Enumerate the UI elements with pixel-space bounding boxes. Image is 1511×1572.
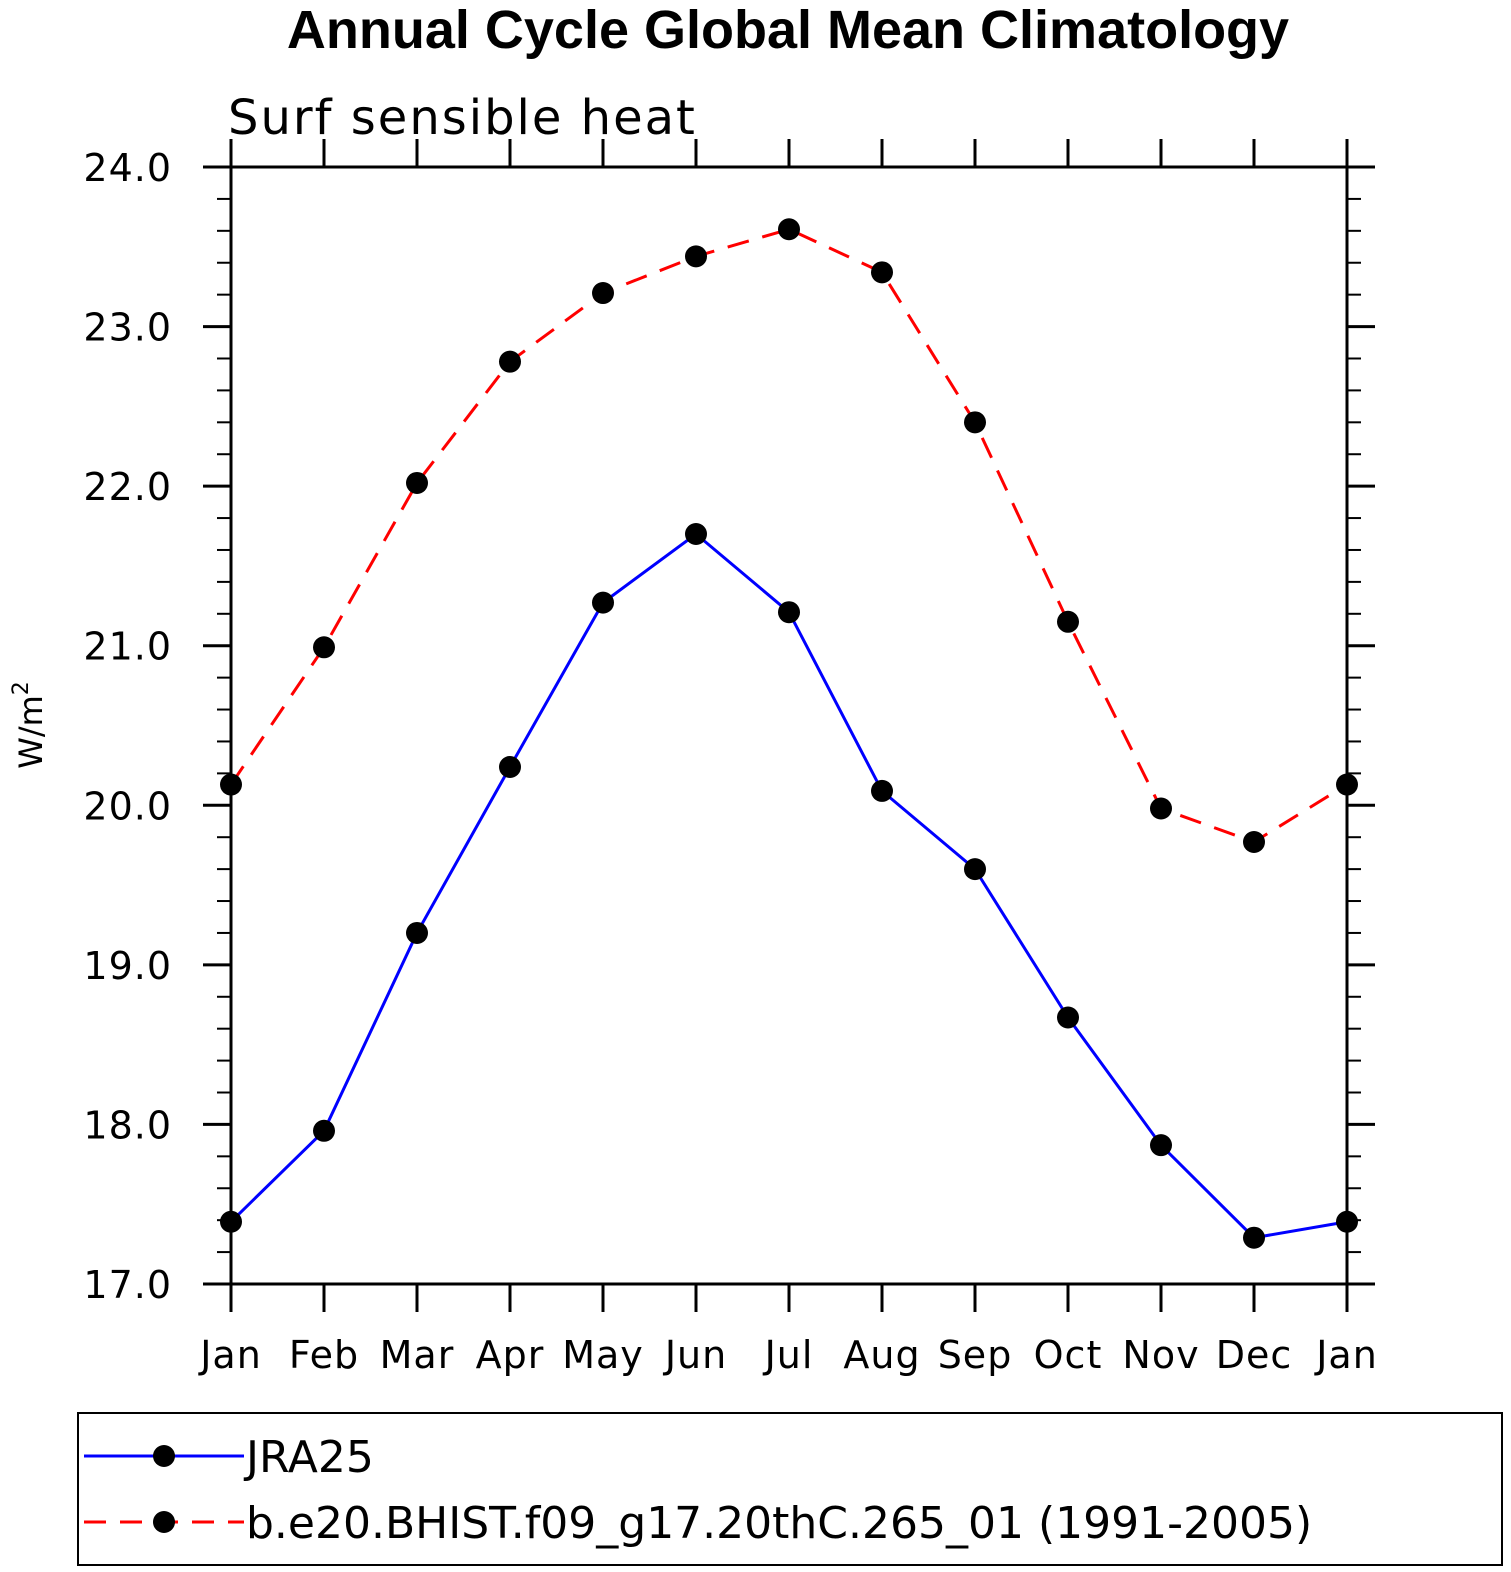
- series-2-point: [871, 261, 893, 284]
- series-2-point: [499, 350, 521, 373]
- legend-label-1: JRA25: [243, 1432, 374, 1483]
- x-tick-label: May: [562, 1333, 644, 1377]
- x-tick-label: Feb: [289, 1333, 359, 1377]
- series-1-point: [220, 1210, 242, 1233]
- series-2-point: [1336, 773, 1358, 796]
- x-tick-label: Nov: [1122, 1333, 1199, 1377]
- series-2-point: [964, 411, 986, 434]
- y-tick-label: 18.0: [83, 1103, 172, 1147]
- series-layer: [220, 218, 1358, 1249]
- legend: JRA25 b.e20.BHIST.f09_g17.20thC.265_01 (1…: [84, 1432, 1312, 1549]
- chart-title: Annual Cycle Global Mean Climatology: [287, 0, 1289, 60]
- series-1-point: [1150, 1134, 1172, 1157]
- series-1-point: [1243, 1226, 1265, 1249]
- series-2-point: [220, 773, 242, 796]
- series-1-point: [778, 601, 800, 624]
- y-tick-label: 17.0: [83, 1263, 172, 1307]
- series-2-point: [1150, 797, 1172, 820]
- y-tick-label: 21.0: [83, 625, 172, 669]
- legend-marker-1: [153, 1445, 175, 1467]
- series-2-point: [592, 282, 614, 305]
- y-axis-label-superscript: 2: [9, 681, 34, 695]
- y-axis-label: W/m2: [9, 681, 50, 769]
- series-2-point: [313, 636, 335, 659]
- legend-label-2: b.e20.BHIST.f09_g17.20thC.265_01 (1991-2…: [246, 1498, 1312, 1549]
- x-tick-label: Oct: [1034, 1333, 1103, 1377]
- y-tick-label: 23.0: [83, 306, 172, 350]
- x-tick-label: Sep: [938, 1333, 1013, 1377]
- x-tick-label: Dec: [1216, 1333, 1293, 1377]
- x-tick-label: Jul: [763, 1333, 814, 1377]
- x-tick-label: Aug: [843, 1333, 920, 1377]
- series-2-point: [406, 471, 428, 494]
- x-tick-label: Jan: [1314, 1333, 1378, 1377]
- series-line-2: [229, 227, 1348, 844]
- series-line-1: [229, 532, 1348, 1240]
- series-1-point: [1057, 1006, 1079, 1029]
- y-axis-label-text: W/m: [12, 695, 50, 769]
- x-tick-label: Jun: [663, 1333, 727, 1377]
- plot-frame: [229, 165, 1349, 1286]
- y-tick-label: 19.0: [83, 944, 172, 988]
- series-1-point: [592, 591, 614, 614]
- y-tick-label: 24.0: [83, 146, 172, 190]
- series-1-point: [406, 921, 428, 944]
- chart-subtitle: Surf sensible heat: [228, 90, 697, 146]
- series-2-point: [1057, 610, 1079, 633]
- x-tick-labels: Jan Feb Mar Apr May Jun Jul Aug Sep Oct Nov Dec Jan: [198, 1333, 1378, 1377]
- series-1-point: [685, 523, 707, 546]
- legend-marker-2: [153, 1511, 175, 1533]
- series-1-point: [964, 858, 986, 881]
- x-tick-label: Mar: [380, 1333, 455, 1377]
- series-2-point: [778, 218, 800, 241]
- series-2-point: [1243, 830, 1265, 853]
- legend-box: [77, 1412, 1503, 1566]
- series-1-point: [1336, 1210, 1358, 1233]
- y-tick-labels: 17.0 18.0 19.0 20.0 21.0 22.0 23.0 24.0: [83, 146, 172, 1307]
- series-1-point: [313, 1119, 335, 1142]
- axis-ticks: [203, 139, 1375, 1312]
- y-tick-label: 20.0: [83, 784, 172, 828]
- x-tick-label: Apr: [476, 1333, 545, 1377]
- x-tick-label: Jan: [198, 1333, 262, 1377]
- svg-text:W/m2: W/m2: [9, 681, 50, 769]
- y-tick-label: 22.0: [83, 465, 172, 509]
- series-1-point: [871, 779, 893, 802]
- series-1-point: [499, 755, 521, 778]
- series-2-point: [685, 245, 707, 268]
